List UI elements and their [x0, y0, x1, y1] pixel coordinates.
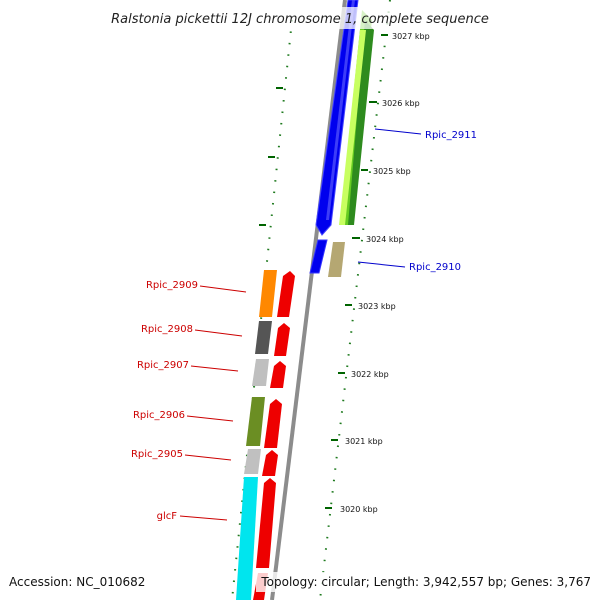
- gene-rpic-2906-olive[interactable]: [246, 397, 265, 446]
- gene-label-rpic-2907[interactable]: Rpic_2907: [137, 360, 189, 371]
- reverse-genes: [236, 270, 295, 600]
- gene-label-rpic-2906[interactable]: Rpic_2906: [133, 410, 185, 421]
- reverse-gene-labels: Rpic_2909 Rpic_2908 Rpic_2907 Rpic_2906 …: [131, 280, 247, 522]
- accession-label: Accession: NC_010682: [9, 575, 145, 589]
- gene-label-rpic-2911[interactable]: Rpic_2911: [425, 130, 477, 141]
- gene-label-glcf[interactable]: glcF: [157, 511, 178, 522]
- gene-label-rpic-2905[interactable]: Rpic_2905: [131, 449, 183, 460]
- kbp-ticks: 3027 kbp 3026 kbp 3025 kbp 3024 kbp 3023…: [259, 32, 430, 514]
- gene-rpic-2905-red[interactable]: [262, 450, 278, 476]
- gene-rpic-2909-orange[interactable]: [259, 270, 277, 317]
- gene-rpic-2908-red[interactable]: [274, 323, 290, 356]
- tick-label: 3027 kbp: [392, 32, 430, 41]
- map-title: Ralstonia pickettii 12J chromosome 1, co…: [111, 12, 489, 27]
- forward-gene-labels: Rpic_2911 Rpic_2910: [357, 128, 477, 273]
- gene-green-2[interactable]: [348, 20, 374, 225]
- chromosome-backbone: [270, 0, 347, 600]
- gene-rpic-2907-red[interactable]: [270, 361, 286, 388]
- footer-backdrop-right: [256, 572, 596, 592]
- gene-rpic-2909-red[interactable]: [277, 271, 295, 317]
- title-backdrop: [95, 7, 507, 29]
- tick-label: 3020 kbp: [340, 505, 378, 514]
- gene-glcf-cyan[interactable]: [236, 477, 258, 600]
- gene-label-rpic-2910[interactable]: Rpic_2910: [409, 262, 461, 273]
- gene-rpic-2908-dark[interactable]: [255, 321, 272, 354]
- tick-label: 3024 kbp: [366, 235, 404, 244]
- gene-label-rpic-2909[interactable]: Rpic_2909: [146, 280, 198, 291]
- tick-label: 3023 kbp: [358, 302, 396, 311]
- tick-label: 3025 kbp: [373, 167, 411, 176]
- gene-rpic-2910[interactable]: [309, 239, 328, 274]
- gene-tan[interactable]: [328, 242, 345, 277]
- tick-label: 3026 kbp: [382, 99, 420, 108]
- gene-rpic-2905-grey[interactable]: [244, 449, 261, 474]
- tick-label: 3022 kbp: [351, 370, 389, 379]
- forward-genes: [309, 0, 374, 277]
- gene-rpic-2907-grey[interactable]: [252, 359, 269, 386]
- topology-label: Topology: circular; Length: 3,942,557 bp…: [260, 575, 591, 589]
- gene-label-rpic-2908[interactable]: Rpic_2908: [141, 324, 193, 335]
- gene-rpic-2911-highlight: [326, 0, 355, 220]
- footer-backdrop-left: [4, 572, 154, 592]
- gene-light-green[interactable]: [339, 30, 366, 225]
- gene-glcf-red[interactable]: [256, 478, 276, 568]
- gene-rpic-2906-red[interactable]: [264, 399, 282, 448]
- tick-label: 3021 kbp: [345, 437, 383, 446]
